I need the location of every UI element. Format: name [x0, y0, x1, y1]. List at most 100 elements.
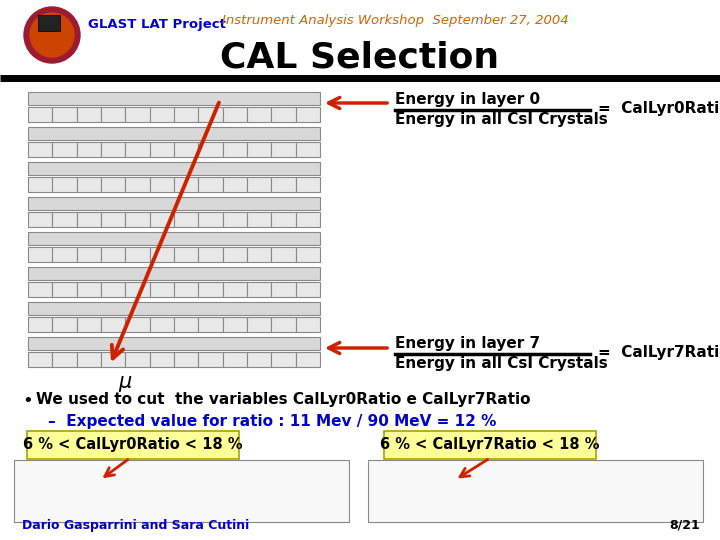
FancyBboxPatch shape	[27, 431, 239, 459]
Bar	[101, 177, 125, 192]
Bar	[28, 247, 53, 262]
Bar	[150, 177, 174, 192]
Bar	[14, 460, 349, 522]
Text: 6 % < CalLyr0Ratio < 18 %: 6 % < CalLyr0Ratio < 18 %	[23, 437, 243, 453]
Text: μ: μ	[118, 372, 131, 392]
Bar	[247, 177, 271, 192]
Text: Energy in all CsI Crystals: Energy in all CsI Crystals	[395, 356, 608, 371]
Text: •: •	[22, 392, 32, 410]
Bar	[76, 107, 101, 122]
Bar	[368, 460, 703, 522]
Bar	[28, 317, 53, 332]
Bar	[53, 282, 76, 297]
Bar	[271, 282, 296, 297]
Bar	[247, 107, 271, 122]
Bar	[28, 282, 53, 297]
Bar	[28, 177, 53, 192]
Text: –  Expected value for ratio : 11 Mev / 90 MeV = 12 %: – Expected value for ratio : 11 Mev / 90…	[48, 414, 496, 429]
Bar	[271, 352, 296, 367]
Bar	[296, 352, 320, 367]
Bar	[247, 352, 271, 367]
Bar	[222, 107, 247, 122]
Text: Energy in layer 0: Energy in layer 0	[395, 92, 540, 107]
Bar	[101, 107, 125, 122]
Bar	[271, 212, 296, 227]
Bar	[101, 282, 125, 297]
Bar	[76, 282, 101, 297]
Bar	[271, 247, 296, 262]
Bar	[53, 317, 76, 332]
Bar	[125, 352, 150, 367]
Bar	[150, 352, 174, 367]
Bar	[247, 212, 271, 227]
Text: GLAST LAT Project: GLAST LAT Project	[88, 18, 226, 31]
Text: Dario Gasparrini and Sara Cutini: Dario Gasparrini and Sara Cutini	[22, 519, 249, 532]
Bar	[76, 142, 101, 157]
Bar	[198, 282, 222, 297]
Bar	[174, 107, 198, 122]
Bar	[125, 212, 150, 227]
Bar	[222, 212, 247, 227]
Bar	[247, 247, 271, 262]
Bar	[271, 142, 296, 157]
Bar	[101, 352, 125, 367]
Bar	[53, 352, 76, 367]
Bar	[198, 212, 222, 227]
Circle shape	[24, 7, 80, 63]
Bar	[222, 177, 247, 192]
Bar	[28, 212, 53, 227]
Bar	[198, 142, 222, 157]
Bar	[150, 107, 174, 122]
Text: =  CalLyr0Ratio: = CalLyr0Ratio	[598, 100, 720, 116]
Bar	[247, 317, 271, 332]
Bar	[222, 282, 247, 297]
Bar	[53, 212, 76, 227]
Bar	[222, 352, 247, 367]
Bar	[28, 92, 320, 105]
Text: Energy in all CsI Crystals: Energy in all CsI Crystals	[395, 112, 608, 127]
Bar	[28, 302, 320, 315]
Bar	[174, 317, 198, 332]
Bar	[198, 317, 222, 332]
Bar	[76, 317, 101, 332]
Bar	[76, 212, 101, 227]
Text: Energy in layer 7: Energy in layer 7	[395, 336, 540, 351]
Bar	[53, 177, 76, 192]
Bar	[125, 142, 150, 157]
Text: We used to cut  the variables CalLyr0Ratio e CalLyr7Ratio: We used to cut the variables CalLyr0Rati…	[36, 392, 531, 407]
Bar	[53, 107, 76, 122]
Bar	[76, 247, 101, 262]
Bar	[28, 197, 320, 210]
Bar	[150, 142, 174, 157]
FancyBboxPatch shape	[384, 431, 596, 459]
Bar	[198, 107, 222, 122]
Bar	[296, 247, 320, 262]
Text: =  CalLyr7Ratio: = CalLyr7Ratio	[598, 345, 720, 360]
Text: 8/21: 8/21	[670, 519, 700, 532]
Bar	[174, 142, 198, 157]
Bar	[222, 317, 247, 332]
Bar	[296, 107, 320, 122]
Bar	[53, 142, 76, 157]
Bar	[174, 352, 198, 367]
Bar	[174, 282, 198, 297]
Bar	[101, 317, 125, 332]
Bar	[222, 247, 247, 262]
Text: CAL Selection: CAL Selection	[220, 40, 500, 74]
Bar	[271, 107, 296, 122]
Bar	[174, 247, 198, 262]
Bar	[222, 142, 247, 157]
Bar	[198, 247, 222, 262]
Bar	[271, 177, 296, 192]
Bar	[150, 282, 174, 297]
Bar	[150, 212, 174, 227]
Bar	[247, 282, 271, 297]
Bar	[53, 247, 76, 262]
Bar	[125, 107, 150, 122]
Bar	[198, 177, 222, 192]
Bar	[101, 247, 125, 262]
Text: 6 % < CalLyr7Ratio < 18 %: 6 % < CalLyr7Ratio < 18 %	[380, 437, 600, 453]
Bar	[28, 352, 53, 367]
Bar	[125, 317, 150, 332]
Bar	[296, 177, 320, 192]
